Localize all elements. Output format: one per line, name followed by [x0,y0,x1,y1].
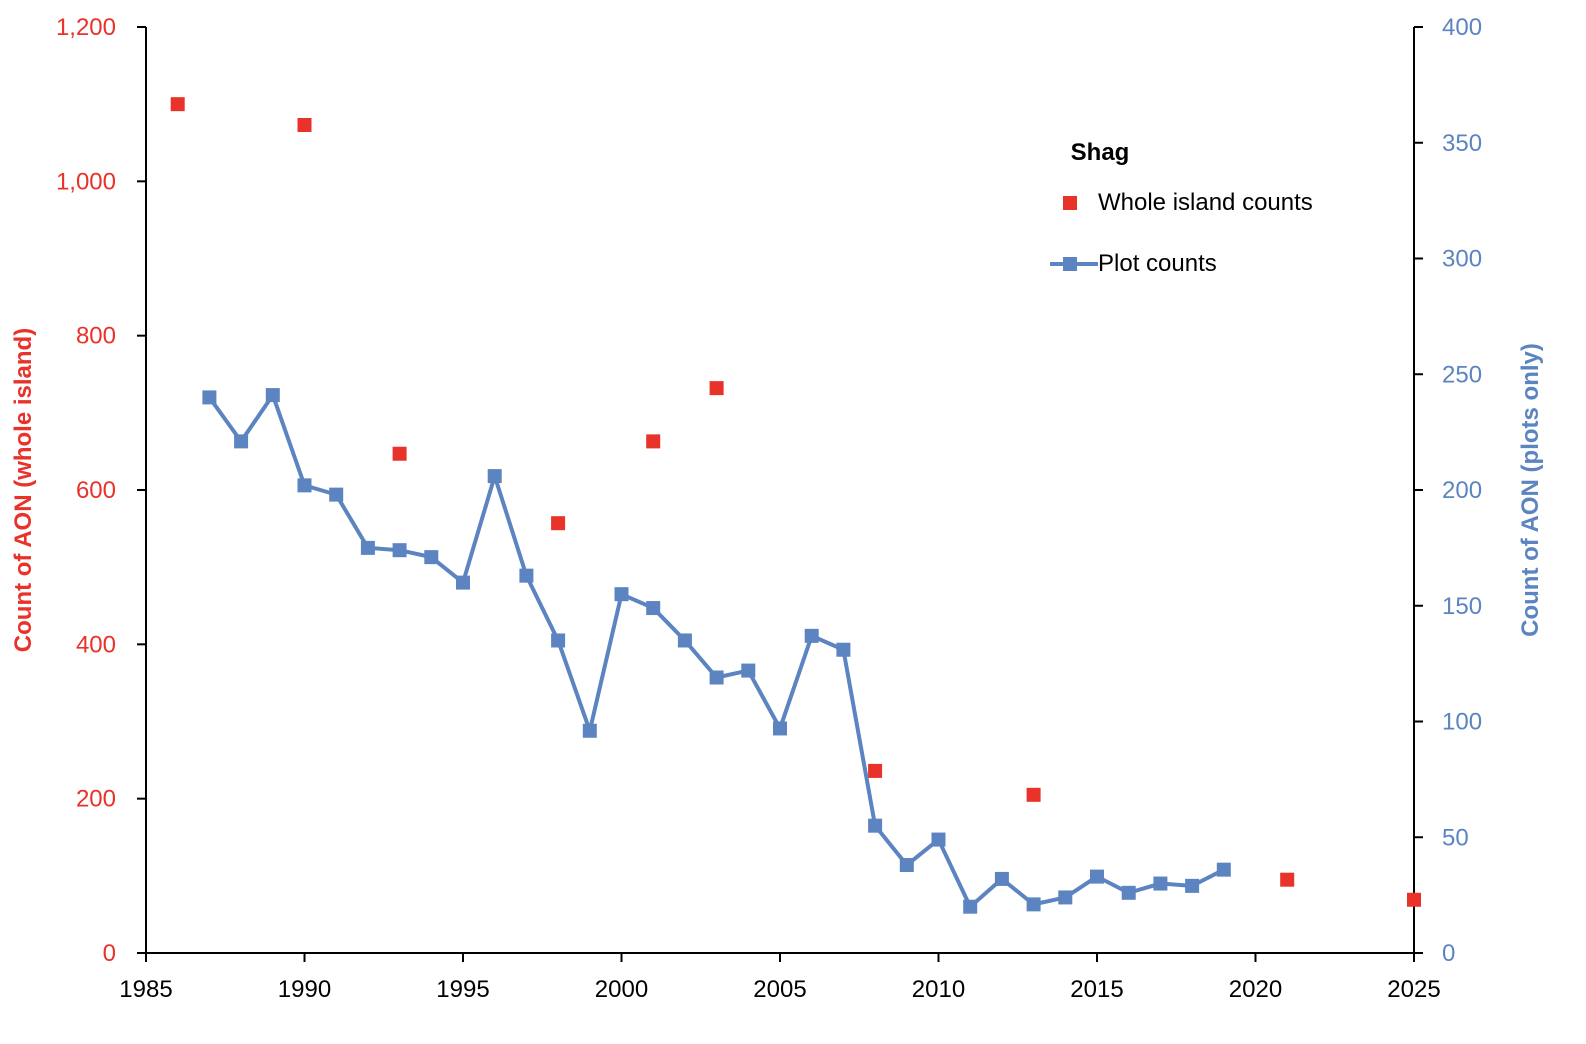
left-tick-label: 0 [103,940,116,967]
plot-counts-point [804,628,819,643]
plot-counts-point [836,642,851,657]
legend: Shag Whole island counts Plot counts [1050,139,1313,277]
x-tick-label: 2015 [1070,976,1123,1003]
right-tick-label: 50 [1442,824,1469,851]
plot-counts-point [487,469,502,484]
plot-counts-point [899,858,914,873]
x-tick-label: 1990 [278,976,331,1003]
right-tick-label: 150 [1442,593,1482,620]
whole-island-counts-series [170,97,1421,907]
plot-counts-point [582,723,597,738]
x-axis-ticks: 1985 1990 1995 2000 2005 2010 2015 2020 2025 [119,953,1441,1003]
plot-counts-point [234,434,249,449]
whole-island-point [551,516,566,531]
whole-island-point [170,97,185,112]
plot-counts-point [392,543,407,558]
whole-island-point [709,381,724,396]
x-tick-label: 2005 [753,976,806,1003]
x-tick-label: 2010 [912,976,965,1003]
whole-island-point [392,446,407,461]
plot-counts-point [1058,890,1073,905]
whole-island-point [646,434,661,449]
plot-counts-point [1153,876,1168,891]
left-tick-label: 800 [76,323,116,350]
right-tick-label: 250 [1442,361,1482,388]
plot-counts-point [202,390,217,405]
plot-counts-point [456,575,470,590]
plot-counts-point [646,601,661,616]
plot-counts-point [709,670,724,685]
left-tick-label: 600 [76,477,116,504]
x-tick-label: 1985 [119,976,172,1003]
right-axis-ticks: 0 50 100 150 200 250 300 350 400 [1414,14,1482,967]
left-tick-label: 1,000 [56,168,116,195]
right-tick-label: 100 [1442,709,1482,736]
plot-counts-series [202,388,1231,914]
plot-counts-point [519,568,534,583]
plot-counts-point [360,540,375,555]
right-tick-label: 0 [1442,940,1455,967]
whole-island-point [868,763,883,778]
plot-counts-point [868,818,883,833]
plot-counts-point [741,663,756,678]
right-axis-title: Count of AON (plots only) [1517,343,1544,637]
plot-counts-point [1026,897,1041,912]
whole-island-point [1280,872,1295,887]
plot-counts-point [931,832,946,847]
legend-title: Shag [1071,139,1130,166]
plot-counts-point [551,633,566,648]
left-tick-label: 1,200 [56,14,116,41]
x-tick-label: 2000 [595,976,648,1003]
x-tick-label: 2020 [1229,976,1282,1003]
plot-counts-point [297,478,312,493]
plot-counts-point [424,550,439,565]
left-axis-title: Count of AON (whole island) [10,328,37,652]
right-tick-label: 200 [1442,477,1482,504]
left-tick-label: 400 [76,631,116,658]
plot-counts-point [1216,862,1231,877]
legend-marker-whole-island [1063,196,1077,210]
right-tick-label: 350 [1442,130,1482,157]
plot-counts-point [614,587,629,602]
legend-marker-plot-counts [1063,257,1077,271]
plot-counts-point [963,899,978,914]
right-tick-label: 400 [1442,14,1482,41]
legend-label-plot-counts: Plot counts [1098,250,1217,277]
plot-counts-point [773,721,787,736]
right-tick-label: 300 [1442,246,1482,273]
whole-island-point [1407,892,1421,907]
x-tick-label: 2025 [1387,976,1440,1003]
plot-counts-point [265,388,280,403]
whole-island-point [297,118,312,133]
plot-counts-point [994,871,1009,886]
x-tick-label: 1995 [436,976,489,1003]
legend-label-whole-island: Whole island counts [1098,189,1313,216]
plot-counts-point [1121,885,1136,900]
plot-counts-point [1185,878,1200,893]
whole-island-point [1026,787,1041,802]
plot-counts-line [207,393,1225,909]
plot-counts-point [677,633,692,648]
left-axis-ticks: 0 200 400 600 800 1,000 1,200 [56,14,146,967]
plot-counts-point [329,487,344,502]
plot-counts-point [1090,869,1104,884]
left-tick-label: 200 [76,786,116,813]
